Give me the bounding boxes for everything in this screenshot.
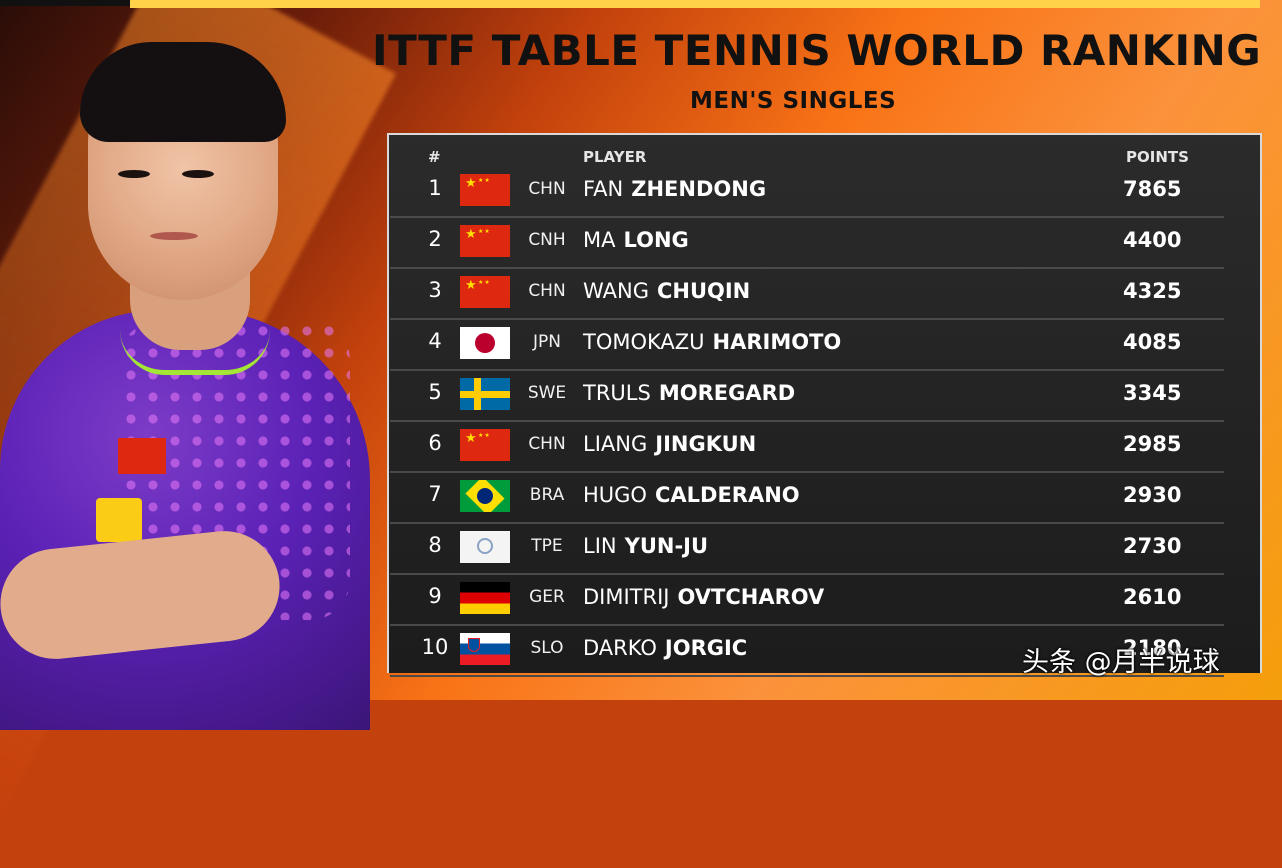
country-code: SLO <box>530 638 564 658</box>
china-flag-icon <box>460 429 510 461</box>
player-hair <box>80 42 286 142</box>
player-name: TOMOKAZU HARIMOTO <box>583 330 841 354</box>
jersey-flag-patch <box>118 438 166 474</box>
country-code: GER <box>529 587 565 607</box>
player-first-name: LIN <box>583 534 617 558</box>
table-row: 5 SWE TRULS MOREGARD 3345 <box>390 370 1224 422</box>
player-first-name: DARKO <box>583 636 657 660</box>
ranking-points: 2930 <box>1123 483 1182 507</box>
ranking-points: 2985 <box>1123 432 1182 456</box>
player-name: MA LONG <box>583 228 689 252</box>
player-first-name: FAN <box>583 177 624 201</box>
rank-number: 7 <box>428 482 442 506</box>
ranking-points: 7865 <box>1123 177 1182 201</box>
rank-number: 10 <box>421 635 449 659</box>
country-code: CNH <box>528 230 566 250</box>
rank-number: 4 <box>428 329 442 353</box>
table-row: 8 TPE LIN YUN-JU 2730 <box>390 523 1224 575</box>
player-last-name: YUN-JU <box>624 534 709 558</box>
table-row: 7 BRA HUGO CALDERANO 2930 <box>390 472 1224 524</box>
china-flag-icon <box>460 276 510 308</box>
player-last-name: HARIMOTO <box>712 330 842 354</box>
watermark: 头条 @月半说球 <box>1022 647 1220 678</box>
ranking-table <box>387 133 1262 673</box>
japan-flag-icon <box>460 327 510 359</box>
china-flag-icon <box>460 174 510 206</box>
top-left-bar <box>0 0 135 6</box>
player-name: TRULS MOREGARD <box>583 381 795 405</box>
table-row: 2 CNH MA LONG 4400 <box>390 217 1224 269</box>
player-first-name: TOMOKAZU <box>583 330 705 354</box>
china-flag-icon <box>460 225 510 257</box>
rank-number: 3 <box>428 278 442 302</box>
top-accent-bar <box>130 0 1260 8</box>
rank-number: 9 <box>428 584 442 608</box>
rank-number: 5 <box>428 380 442 404</box>
country-code: CHN <box>528 434 566 454</box>
rank-number: 8 <box>428 533 442 557</box>
ranking-points: 2730 <box>1123 534 1182 558</box>
ranking-points: 4400 <box>1123 228 1182 252</box>
player-first-name: WANG <box>583 279 649 303</box>
player-last-name: ZHENDONG <box>631 177 767 201</box>
slovenia-flag-icon <box>460 633 510 665</box>
column-header-points: POINTS <box>1126 148 1189 166</box>
country-code: SWE <box>527 383 567 403</box>
column-header-rank: # <box>428 148 441 166</box>
ranking-points: 4085 <box>1123 330 1182 354</box>
page-subtitle: MEN'S SINGLES <box>690 88 897 114</box>
page-title: ITTF TABLE TENNIS WORLD RANKING <box>372 26 1262 75</box>
player-last-name: JORGIC <box>664 636 748 660</box>
jersey-collar <box>120 330 270 375</box>
rank-number: 2 <box>428 227 442 251</box>
table-row: 10 SLO DARKO JORGIC 2180 <box>390 625 1224 677</box>
player-last-name: OVTCHAROV <box>677 585 825 609</box>
country-code: CHN <box>528 281 566 301</box>
table-row: 1 CHN FAN ZHENDONG 7865 <box>390 166 1224 218</box>
player-first-name: DIMITRIJ <box>583 585 670 609</box>
germany-flag-icon <box>460 582 510 614</box>
brazil-flag-icon <box>460 480 510 512</box>
tpe-flag-icon <box>460 531 510 563</box>
table-row: 3 CHN WANG CHUQIN 4325 <box>390 268 1224 320</box>
player-last-name: JINGKUN <box>655 432 757 456</box>
ranking-points: 2610 <box>1123 585 1182 609</box>
ranking-points: 2180 <box>1123 636 1182 660</box>
ranking-points: 3345 <box>1123 381 1182 405</box>
table-row: 6 CHN LIANG JINGKUN 2985 <box>390 421 1224 473</box>
country-code: TPE <box>531 536 563 556</box>
player-name: DIMITRIJ OVTCHAROV <box>583 585 824 609</box>
player-name: LIN YUN-JU <box>583 534 708 558</box>
player-name: HUGO CALDERANO <box>583 483 800 507</box>
rank-number: 1 <box>428 176 442 200</box>
player-first-name: TRULS <box>583 381 651 405</box>
player-last-name: CHUQIN <box>656 279 751 303</box>
player-last-name: LONG <box>623 228 689 252</box>
jersey-sponsor-logo <box>96 498 142 542</box>
country-code: CHN <box>528 179 566 199</box>
player-first-name: LIANG <box>583 432 648 456</box>
table-row: 4 JPN TOMOKAZU HARIMOTO 4085 <box>390 319 1224 371</box>
player-eye-left <box>118 170 150 178</box>
sweden-flag-icon <box>460 378 510 410</box>
ranking-points: 4325 <box>1123 279 1182 303</box>
player-photo <box>0 20 380 730</box>
player-last-name: MOREGARD <box>658 381 796 405</box>
table-row: 9 GER DIMITRIJ OVTCHAROV 2610 <box>390 574 1224 626</box>
player-eye-right <box>182 170 214 178</box>
player-name: WANG CHUQIN <box>583 279 750 303</box>
rank-number: 6 <box>428 431 442 455</box>
country-code: JPN <box>533 332 561 352</box>
player-mouth <box>150 232 198 240</box>
player-first-name: HUGO <box>583 483 647 507</box>
column-header-player: PLAYER <box>583 148 647 166</box>
country-code: BRA <box>529 485 565 505</box>
player-name: LIANG JINGKUN <box>583 432 756 456</box>
player-last-name: CALDERANO <box>654 483 800 507</box>
player-name: FAN ZHENDONG <box>583 177 766 201</box>
player-first-name: MA <box>583 228 616 252</box>
player-name: DARKO JORGIC <box>583 636 747 660</box>
